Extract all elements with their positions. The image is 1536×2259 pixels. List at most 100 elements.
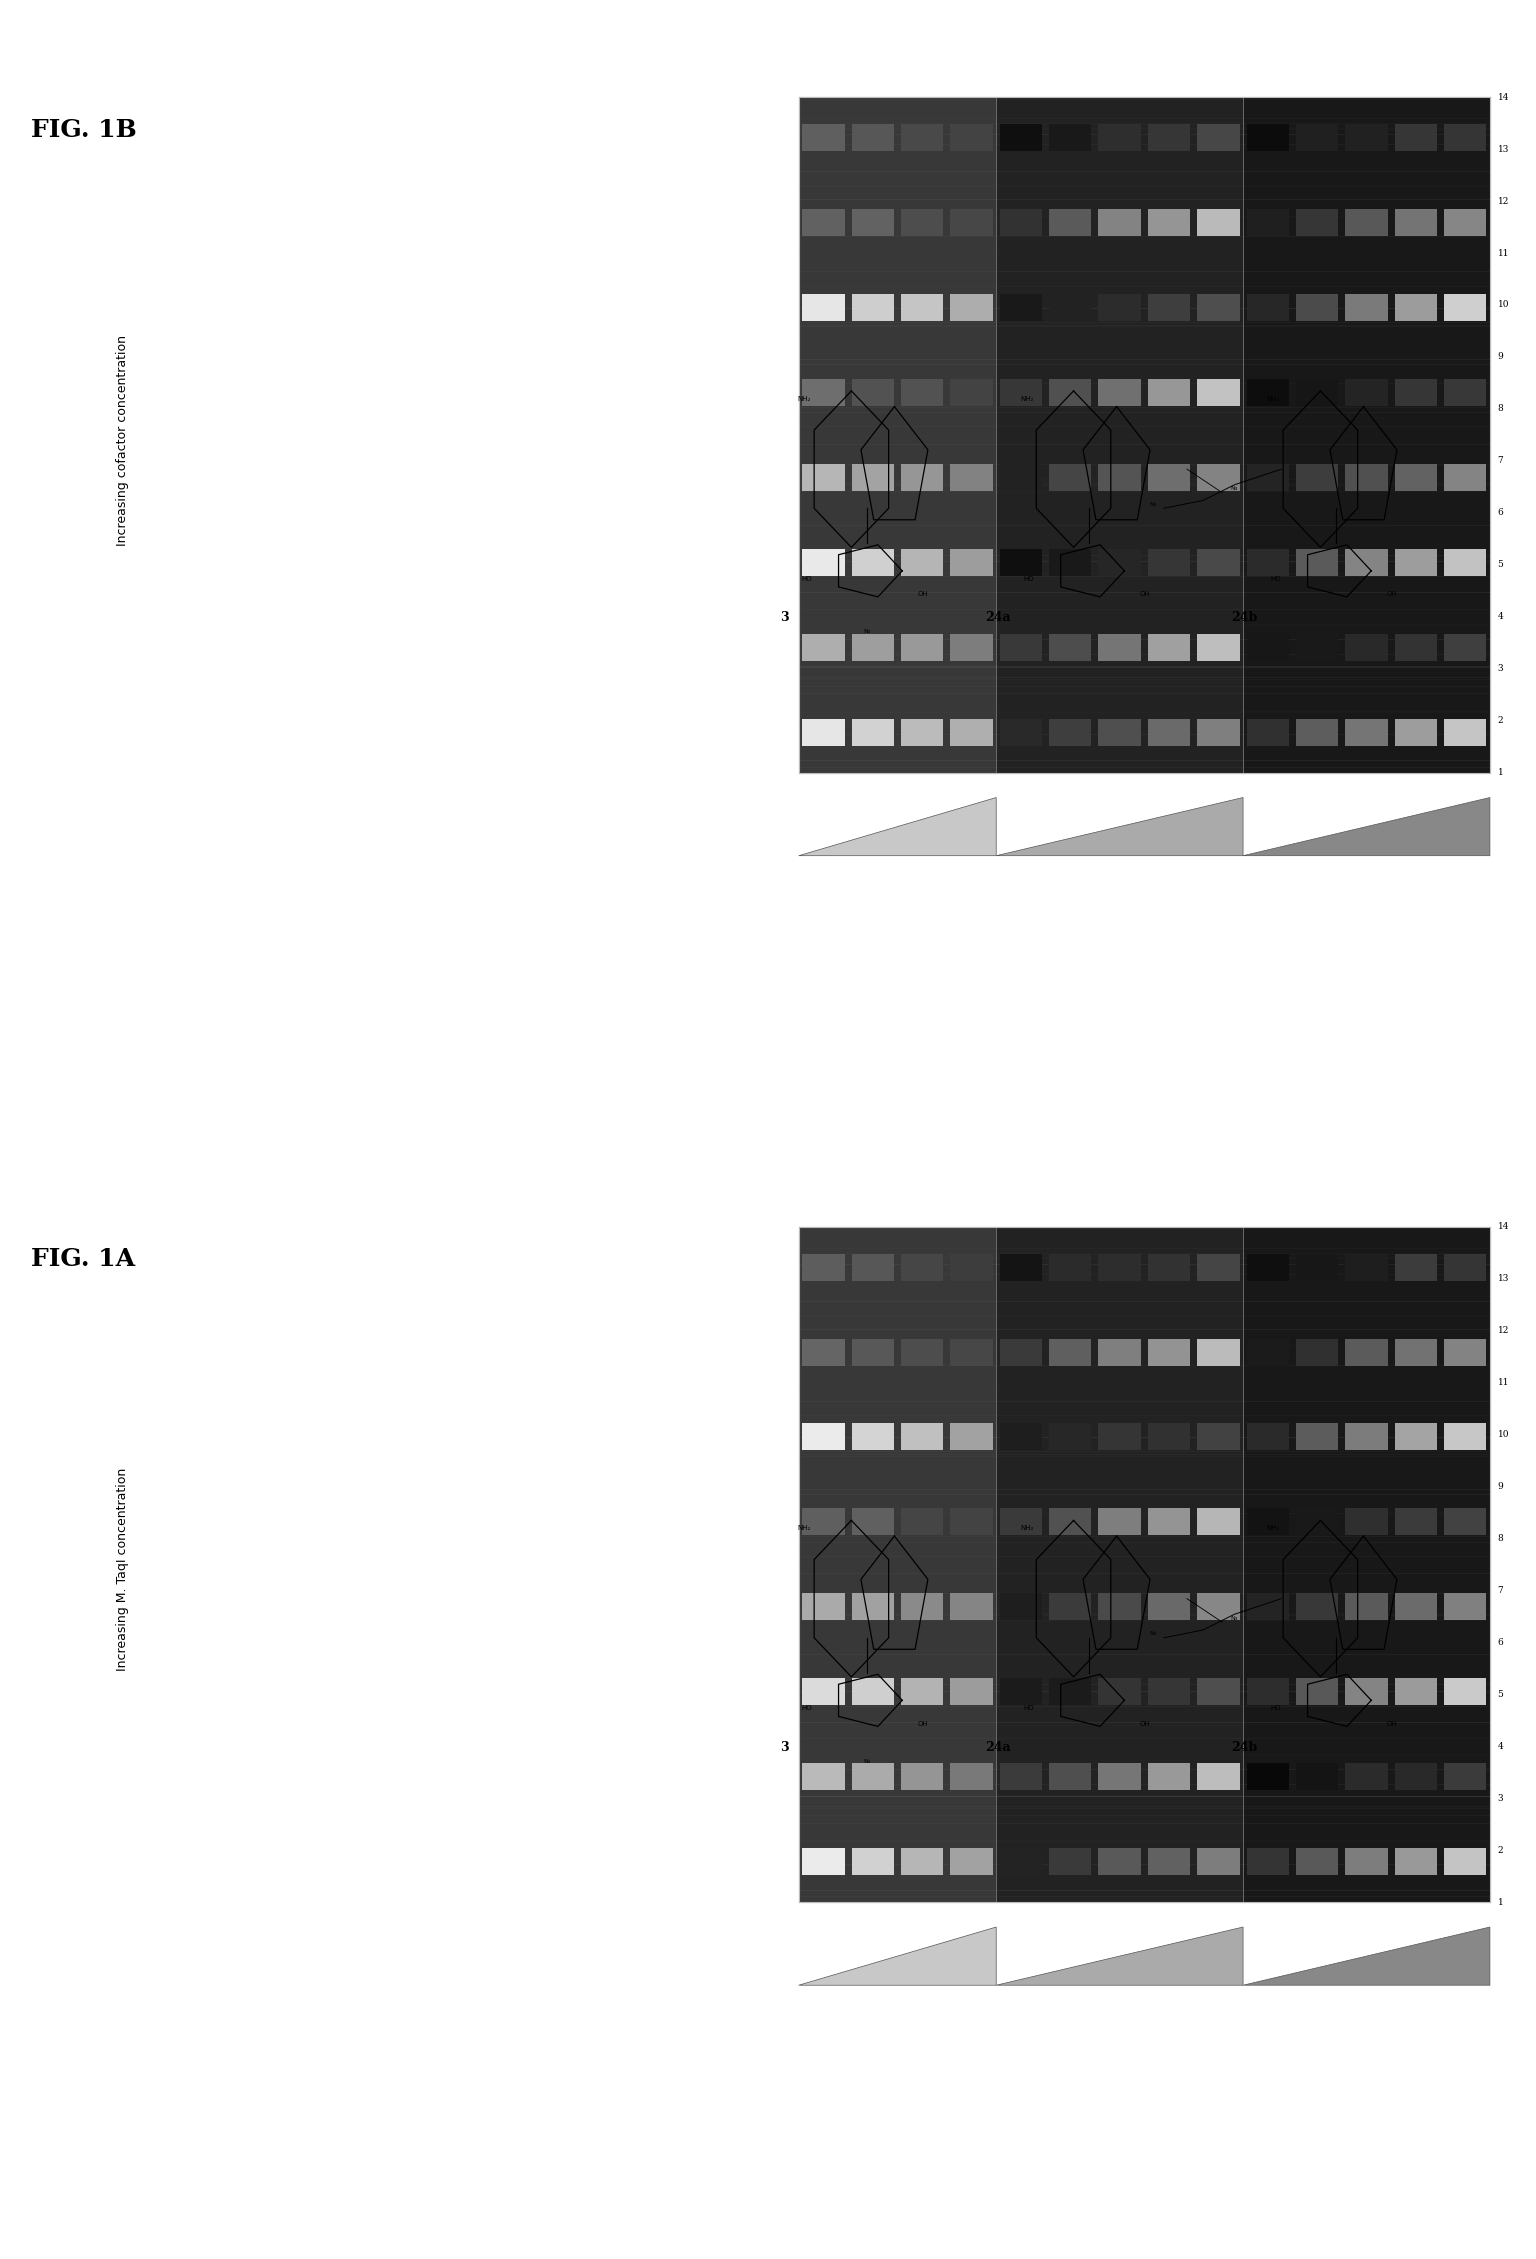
Text: 13: 13 xyxy=(1498,145,1508,154)
Text: OH: OH xyxy=(919,592,928,596)
Bar xyxy=(1000,294,1041,321)
Text: 14: 14 xyxy=(1498,1222,1508,1231)
Bar xyxy=(1444,463,1487,490)
Bar xyxy=(1444,1340,1487,1367)
Bar xyxy=(851,1678,894,1706)
Text: NH₂: NH₂ xyxy=(797,1525,811,1532)
Bar xyxy=(1147,633,1190,660)
Text: N₃: N₃ xyxy=(863,630,871,635)
Bar xyxy=(802,380,845,407)
Bar xyxy=(1147,1678,1190,1706)
Text: 13: 13 xyxy=(1498,1274,1508,1283)
Bar xyxy=(1444,1423,1487,1450)
Text: 10: 10 xyxy=(1498,300,1508,309)
Bar xyxy=(1197,549,1240,576)
Bar xyxy=(1197,463,1240,490)
Bar xyxy=(799,97,1490,773)
Bar xyxy=(951,1848,992,1875)
Bar xyxy=(1049,549,1092,576)
Bar xyxy=(851,1848,894,1875)
Bar xyxy=(902,463,943,490)
Bar xyxy=(1049,718,1092,745)
Bar xyxy=(1098,1848,1141,1875)
Bar xyxy=(802,549,845,576)
Text: 11: 11 xyxy=(1498,1378,1508,1387)
Text: N₃: N₃ xyxy=(863,1760,871,1764)
Bar xyxy=(1247,549,1289,576)
Bar xyxy=(1098,1762,1141,1789)
Bar xyxy=(1049,1762,1092,1789)
Bar xyxy=(1098,718,1141,745)
Bar xyxy=(851,210,894,237)
Text: 24a: 24a xyxy=(986,612,1011,623)
Bar xyxy=(1247,210,1289,237)
Bar xyxy=(1000,718,1041,745)
Text: OH: OH xyxy=(1140,592,1150,596)
Text: 9: 9 xyxy=(1498,352,1504,361)
Text: 3: 3 xyxy=(1498,1794,1504,1803)
Bar xyxy=(802,718,845,745)
Text: NH₂: NH₂ xyxy=(797,395,811,402)
Bar xyxy=(802,294,845,321)
Text: OH: OH xyxy=(919,1721,928,1726)
Bar xyxy=(1098,1423,1141,1450)
Bar xyxy=(1197,1423,1240,1450)
Bar xyxy=(802,1848,845,1875)
Text: 6: 6 xyxy=(1498,508,1504,517)
Bar xyxy=(1296,294,1338,321)
Bar xyxy=(902,1254,943,1281)
Bar xyxy=(1247,463,1289,490)
Bar xyxy=(1346,463,1387,490)
Bar xyxy=(1000,1678,1041,1706)
Bar xyxy=(1049,1509,1092,1536)
Bar xyxy=(1346,1340,1387,1367)
Bar xyxy=(902,1340,943,1367)
Bar xyxy=(1247,633,1289,660)
Bar xyxy=(802,1340,845,1367)
Text: 6: 6 xyxy=(1498,1638,1504,1647)
Bar xyxy=(1395,1340,1438,1367)
Bar xyxy=(1296,124,1338,151)
Bar xyxy=(1296,1340,1338,1367)
Polygon shape xyxy=(1243,1927,1490,1986)
Text: 12: 12 xyxy=(1498,1326,1508,1335)
Bar xyxy=(1000,124,1041,151)
Bar xyxy=(1049,1848,1092,1875)
Text: 4: 4 xyxy=(1498,1742,1504,1751)
Bar xyxy=(951,1762,992,1789)
Polygon shape xyxy=(799,1927,997,1986)
Bar xyxy=(851,1254,894,1281)
Bar xyxy=(1000,1254,1041,1281)
Bar xyxy=(1346,1593,1387,1620)
Bar xyxy=(1000,1762,1041,1789)
Bar xyxy=(1395,380,1438,407)
Text: 8: 8 xyxy=(1498,1534,1504,1543)
Bar xyxy=(951,380,992,407)
Bar xyxy=(1296,549,1338,576)
Bar xyxy=(1346,380,1387,407)
Bar xyxy=(799,1227,1490,1902)
Bar xyxy=(1147,1423,1190,1450)
Bar xyxy=(1098,124,1141,151)
Bar xyxy=(1247,124,1289,151)
Bar xyxy=(1444,718,1487,745)
Text: HO: HO xyxy=(802,1706,813,1710)
Bar xyxy=(951,1340,992,1367)
Bar xyxy=(1444,549,1487,576)
Bar xyxy=(1197,1254,1240,1281)
Bar xyxy=(1296,718,1338,745)
Bar xyxy=(1247,1762,1289,1789)
Bar xyxy=(1147,1848,1190,1875)
Bar xyxy=(1395,1762,1438,1789)
Bar xyxy=(1395,1678,1438,1706)
Bar xyxy=(1296,1678,1338,1706)
Text: 1: 1 xyxy=(1498,768,1504,777)
Bar xyxy=(1296,1762,1338,1789)
Bar xyxy=(1247,718,1289,745)
Bar xyxy=(1000,1509,1041,1536)
Bar xyxy=(1049,1254,1092,1281)
Text: NH₂: NH₂ xyxy=(1267,395,1279,402)
Bar xyxy=(902,1678,943,1706)
Bar xyxy=(1296,380,1338,407)
Bar xyxy=(1395,1423,1438,1450)
